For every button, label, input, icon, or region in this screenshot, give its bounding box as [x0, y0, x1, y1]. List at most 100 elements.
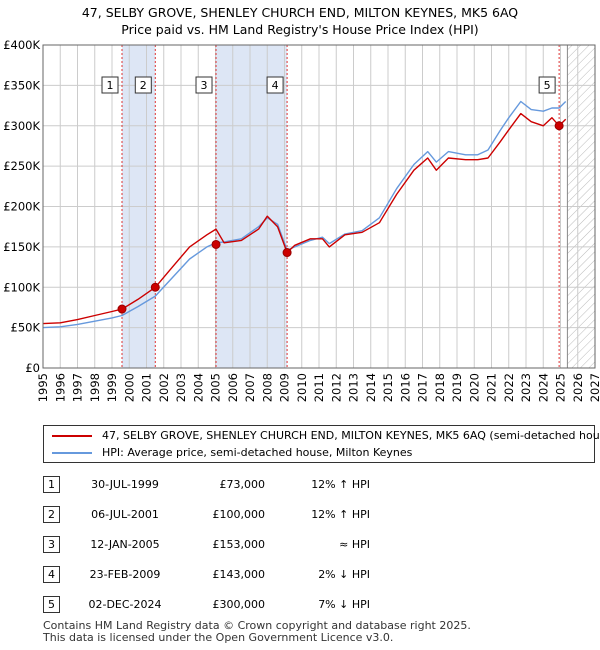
chart-subtitle: Price paid vs. HM Land Registry's House … [121, 22, 479, 37]
x-tick-label: 2027 [588, 373, 600, 402]
sale-date: 06-JUL-2001 [91, 508, 159, 521]
sale-date: 12-JAN-2005 [90, 538, 160, 551]
legend-swatch-property [52, 435, 92, 437]
sale-marker-box: 5 [538, 76, 556, 94]
chart-legend: 47, SELBY GROVE, SHENLEY CHURCH END, MIL… [43, 425, 600, 463]
x-tick-label: 2023 [519, 373, 533, 402]
sale-marker-box: 2 [134, 76, 152, 94]
x-tick-label: 2012 [329, 373, 343, 402]
sale-row: 5 02-DEC-2024 £300,000 7% ↓ HPI [0, 596, 600, 614]
sale-marker-box-label: 3 [201, 79, 208, 92]
x-tick-label: 2008 [260, 373, 274, 402]
sale-hpi-comparison: ≈ HPI [339, 538, 370, 551]
sale-marker-box: 1 [101, 76, 119, 94]
sale-row: 4 23-FEB-2009 £143,000 2% ↓ HPI [0, 566, 600, 584]
sale-price: £143,000 [212, 568, 266, 581]
x-tick-label: 2019 [450, 373, 464, 402]
sale-row: 3 12-JAN-2005 £153,000 ≈ HPI [0, 536, 600, 554]
x-tick-label: 2005 [209, 373, 223, 402]
sale-point [211, 239, 221, 249]
sale-marker-box-frame [195, 76, 213, 94]
sale-hpi-comparison: 2% ↓ HPI [318, 568, 370, 581]
sale-marker-box-label: 2 [140, 79, 147, 92]
x-tick-label: 2007 [243, 373, 257, 402]
x-tick-label: 2025 [554, 373, 568, 402]
y-tick-label: £300K [3, 119, 40, 133]
x-tick-label: 1999 [105, 373, 119, 402]
sale-date: 30-JUL-1999 [91, 478, 159, 491]
x-tick-label: 1995 [36, 373, 50, 402]
x-tick-label: 2020 [467, 373, 481, 402]
y-tick-label: £0 [25, 361, 40, 375]
sale-row: 2 06-JUL-2001 £100,000 12% ↑ HPI [0, 506, 600, 524]
sale-marker-box-label: 4 [272, 79, 279, 92]
sale-point [554, 121, 564, 131]
x-tick-label: 2011 [312, 373, 326, 402]
sale-number-badge: 3 [43, 536, 60, 553]
x-tick-label: 2001 [140, 373, 154, 402]
x-tick-label: 2015 [381, 373, 395, 402]
chart-title-block: 47, SELBY GROVE, SHENLEY CHURCH END, MIL… [0, 4, 600, 38]
x-tick-label: 2009 [278, 373, 292, 402]
y-tick-label: £150K [3, 240, 40, 254]
x-tick-label: 2002 [157, 373, 171, 402]
x-tick-label: 1997 [71, 373, 85, 402]
sale-point [117, 304, 127, 314]
sale-price: £153,000 [212, 538, 266, 551]
sale-number-badge: 1 [43, 476, 60, 493]
sale-marker-box-frame [538, 76, 556, 94]
x-tick-label: 2013 [347, 373, 361, 402]
sale-hpi-comparison: 12% ↑ HPI [311, 508, 370, 521]
sale-date: 02-DEC-2024 [88, 598, 162, 611]
x-tick-label: 2014 [364, 373, 378, 402]
sale-row: 1 30-JUL-1999 £73,000 12% ↑ HPI [0, 476, 600, 494]
sale-marker-box-frame [266, 76, 284, 94]
y-tick-label: £200K [3, 200, 40, 214]
x-tick-label: 1998 [88, 373, 102, 402]
sale-number-badge: 5 [43, 596, 60, 613]
plot-frame [42, 44, 596, 369]
x-tick-label: 2017 [416, 373, 430, 402]
x-tick-label: 2018 [433, 373, 447, 402]
y-tick-label: £250K [3, 159, 40, 173]
sale-price: £300,000 [212, 598, 266, 611]
x-tick-label: 2006 [226, 373, 240, 402]
x-tick-label: 2022 [502, 373, 516, 402]
sale-number-badge: 4 [43, 566, 60, 583]
y-tick-label: £400K [3, 40, 40, 52]
sale-marker-box-frame [134, 76, 152, 94]
sale-point [150, 282, 160, 292]
copyright-footer: Contains HM Land Registry data © Crown c… [43, 620, 471, 644]
footer-license-line: This data is licensed under the Open Gov… [43, 631, 394, 644]
hpi-line [42, 100, 567, 329]
sale-price: £100,000 [212, 508, 266, 521]
sale-hpi-comparison: 12% ↑ HPI [311, 478, 370, 491]
legend-label-hpi: HPI: Average price, semi-detached house,… [102, 446, 413, 459]
x-tick-label: 2026 [571, 373, 585, 402]
x-tick-label: 1996 [53, 373, 67, 402]
x-tick-label: 2016 [398, 373, 412, 402]
sale-marker-box-label: 1 [107, 79, 114, 92]
price-chart: £0 £50K £100K £150K £200K £250K £300K £350K £400… [3, 40, 600, 402]
property-price-line [42, 112, 567, 325]
y-tick-label: £50K [11, 321, 41, 335]
sale-date: 23-FEB-2009 [89, 568, 161, 581]
x-tick-label: 2024 [536, 373, 550, 402]
property-address-title: 47, SELBY GROVE, SHENLEY CHURCH END, MIL… [81, 5, 519, 20]
y-tick-label: £100K [3, 280, 40, 294]
sale-marker-box-label: 5 [544, 79, 551, 92]
footer-copyright-line: Contains HM Land Registry data © Crown c… [43, 619, 471, 632]
x-tick-label: 2003 [174, 373, 188, 402]
x-tick-label: 2000 [122, 373, 136, 402]
x-tick-label: 2010 [295, 373, 309, 402]
sale-price: £73,000 [219, 478, 266, 491]
legend-swatch-hpi [52, 452, 92, 454]
sale-hpi-comparison: 7% ↓ HPI [318, 598, 370, 611]
sale-marker-box: 3 [195, 76, 213, 94]
y-tick-label: £350K [3, 78, 40, 92]
sale-point [282, 248, 292, 258]
x-tick-label: 2021 [485, 373, 499, 402]
sale-marker-box: 4 [266, 76, 284, 94]
x-tick-label: 2004 [191, 373, 205, 402]
sale-marker-box-frame [101, 76, 119, 94]
